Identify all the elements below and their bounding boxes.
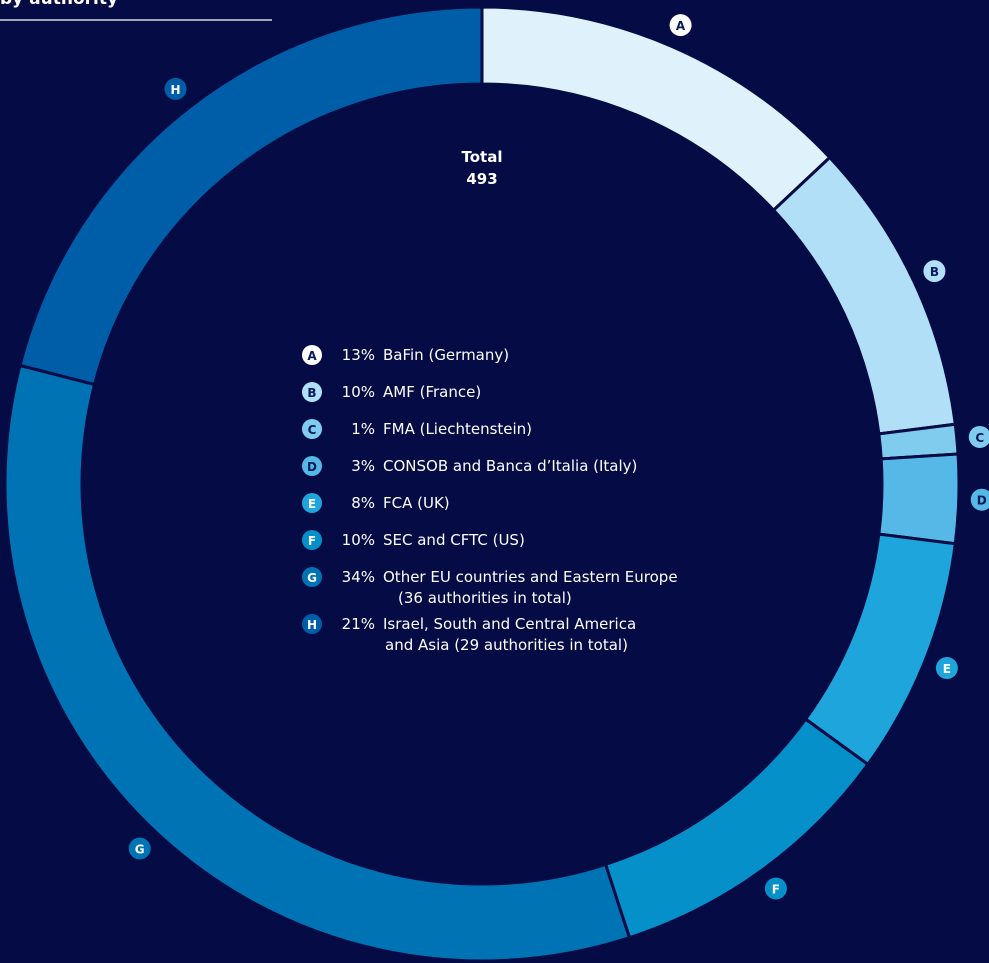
legend-label: and Asia (29 authorities in total) xyxy=(385,636,628,654)
donut-slice xyxy=(18,5,484,387)
legend-badge-letter: E xyxy=(308,497,316,511)
slice-badge xyxy=(968,425,989,448)
legend-label: (36 authorities in total) xyxy=(398,589,572,607)
legend-badge xyxy=(302,456,322,476)
center-total: 493 xyxy=(466,170,497,188)
legend-value: 3% xyxy=(351,457,375,475)
legend-badge-letter: A xyxy=(307,349,317,363)
legend-badge xyxy=(302,382,322,402)
legend-badge xyxy=(302,493,322,513)
slice-badge xyxy=(935,657,958,680)
legend-label: FMA (Liechtenstein) xyxy=(383,420,532,438)
legend-badge-letter: F xyxy=(308,534,316,548)
legend-badge xyxy=(302,614,322,634)
legend-value: 10% xyxy=(342,531,375,549)
legend-badge xyxy=(302,419,322,439)
slice-badge-letter: D xyxy=(977,494,987,508)
legend-badge xyxy=(302,530,322,550)
legend-badge-letter: D xyxy=(307,460,317,474)
slice-badge xyxy=(164,77,187,100)
legend-value: 21% xyxy=(342,615,375,633)
slice-badge xyxy=(764,877,787,900)
legend-label: SEC and CFTC (US) xyxy=(383,531,525,549)
legend-label: AMF (France) xyxy=(383,383,481,401)
legend-badge-letter: H xyxy=(307,618,317,632)
slice-badge-letter: B xyxy=(930,265,939,279)
legend-label: CONSOB and Banca d’Italia (Italy) xyxy=(383,457,637,475)
slice-badge-letter: E xyxy=(943,662,951,676)
slice-badge-letter: A xyxy=(676,19,686,33)
legend-label: Israel, South and Central America xyxy=(383,615,636,633)
legend-value: 10% xyxy=(342,383,375,401)
legend-badge-letter: G xyxy=(307,571,317,585)
legend-badge xyxy=(302,345,322,365)
chart-title: by authority xyxy=(0,0,118,9)
slice-badge xyxy=(970,488,989,511)
legend-label: FCA (UK) xyxy=(383,494,450,512)
legend-badge-letter: C xyxy=(308,423,317,437)
center-label: Total xyxy=(462,148,503,166)
legend-badge-letter: B xyxy=(307,386,316,400)
slice-badge-letter: H xyxy=(171,83,181,97)
legend-value: 1% xyxy=(351,420,375,438)
donut-slice xyxy=(877,452,961,546)
legend-badge xyxy=(302,567,322,587)
legend-label: BaFin (Germany) xyxy=(383,346,509,364)
legend-value: 34% xyxy=(342,568,375,586)
slice-badge xyxy=(128,837,151,860)
slice-badge-letter: F xyxy=(772,883,780,897)
legend-value: 8% xyxy=(351,494,375,512)
slice-badge xyxy=(923,260,946,283)
legend-label: Other EU countries and Eastern Europe xyxy=(383,568,678,586)
legend-value: 13% xyxy=(342,346,375,364)
slice-badge-letter: G xyxy=(135,842,145,856)
slice-badge xyxy=(669,14,692,37)
slice-badge-letter: C xyxy=(975,431,984,445)
